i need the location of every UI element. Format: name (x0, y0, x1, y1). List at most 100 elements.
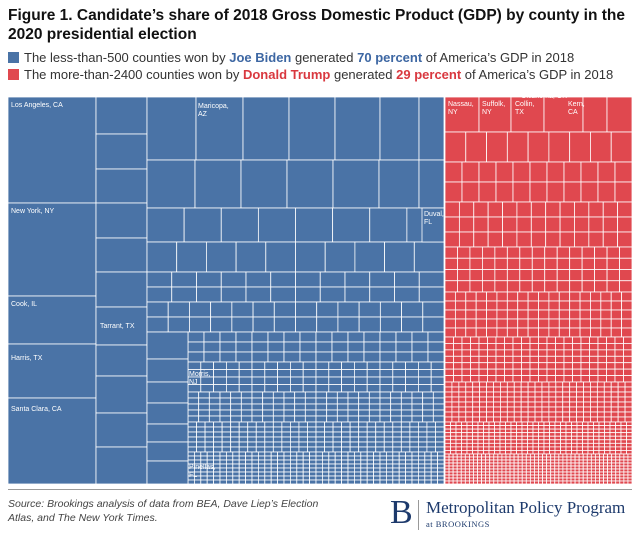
county-cell (363, 331, 381, 343)
county-cell (481, 456, 487, 461)
county-cell (296, 471, 304, 477)
county-cell (510, 428, 517, 434)
county-cell (219, 341, 237, 353)
county-cell (424, 467, 432, 473)
county-cell (538, 446, 545, 451)
county-cell (264, 471, 272, 477)
county-cell (493, 391, 501, 398)
county-cell (465, 396, 474, 403)
county-cell (455, 442, 462, 448)
county-cell (626, 425, 632, 430)
county-cell (626, 446, 632, 451)
county-cell (452, 465, 458, 470)
county-cell (563, 368, 573, 376)
county-cell (456, 459, 462, 464)
county-cell (569, 416, 577, 423)
county-cell (495, 336, 505, 344)
legend-trump-middle: generated (330, 67, 397, 82)
county-cell (468, 471, 474, 476)
county-cell (478, 97, 512, 133)
county-cell (405, 467, 413, 473)
county-cell (475, 318, 487, 329)
county-cell (571, 450, 578, 455)
county-cell (458, 411, 467, 418)
county-cell (590, 327, 602, 338)
county-cell (504, 362, 514, 370)
county-cell (358, 436, 368, 443)
county-cell (521, 439, 528, 444)
county-cell (565, 442, 572, 448)
county-cell (468, 468, 474, 473)
county-cell (538, 318, 550, 329)
county-cell (534, 468, 539, 473)
county-cell (606, 97, 632, 133)
county-cell (289, 441, 300, 448)
county-cell (213, 376, 227, 385)
county-cell (411, 351, 429, 363)
county-cell (488, 439, 495, 444)
county-cell (452, 471, 458, 476)
county-cell (321, 455, 330, 461)
county-cell (200, 455, 208, 461)
county-cell (617, 401, 626, 408)
county-cell (366, 376, 381, 385)
county-cell (321, 467, 330, 473)
county-cell (548, 391, 557, 398)
county-cell (481, 474, 487, 479)
county-cell (257, 479, 266, 484)
county-cell (277, 361, 291, 370)
county-cell (257, 463, 266, 469)
county-cell (460, 456, 466, 461)
county-cell (366, 426, 377, 433)
county-cell (623, 459, 629, 464)
county-cell (472, 446, 479, 451)
county-cell (375, 436, 385, 443)
county-cell (221, 421, 232, 428)
county-cell (283, 391, 296, 399)
county-cell (213, 451, 221, 457)
county-cell (444, 269, 458, 282)
county-cell (485, 459, 491, 464)
county-cell (580, 181, 599, 203)
county-cell (589, 375, 599, 383)
county-cell (264, 446, 274, 453)
county-cell (450, 435, 457, 441)
county-cell (493, 459, 499, 464)
county-cell (373, 451, 381, 457)
county-cell (527, 411, 536, 418)
county-cell (464, 465, 470, 470)
county-cell (353, 463, 362, 469)
county-cell (620, 421, 627, 426)
county-cell (360, 475, 368, 481)
county-cell (543, 435, 550, 441)
county-cell (527, 446, 534, 451)
county-cell (257, 459, 266, 465)
county-cell (465, 416, 474, 423)
county-cell (309, 467, 317, 473)
county-label: Pinellas, FL (189, 464, 216, 479)
county-cell (479, 386, 487, 393)
county-cell (194, 159, 242, 209)
county-cell (326, 391, 338, 399)
county-cell (296, 459, 304, 465)
county-cell (516, 432, 523, 437)
county-cell (574, 231, 590, 248)
county-cell (593, 432, 600, 437)
county-cell (326, 409, 338, 417)
county-cell (570, 468, 576, 473)
county-cell (183, 207, 222, 243)
county-cell (583, 396, 591, 403)
county-cell (617, 231, 632, 248)
county-cell (493, 456, 499, 461)
county-cell (267, 331, 285, 343)
county-cell (470, 349, 480, 357)
county-cell (554, 450, 561, 455)
county-cell (529, 336, 539, 344)
county-cell (465, 386, 474, 393)
county-cell (394, 286, 420, 303)
county-cell (444, 439, 451, 444)
county-cell (534, 406, 543, 413)
county-cell (554, 425, 561, 430)
county-cell (606, 246, 620, 259)
county-cell (240, 415, 253, 423)
